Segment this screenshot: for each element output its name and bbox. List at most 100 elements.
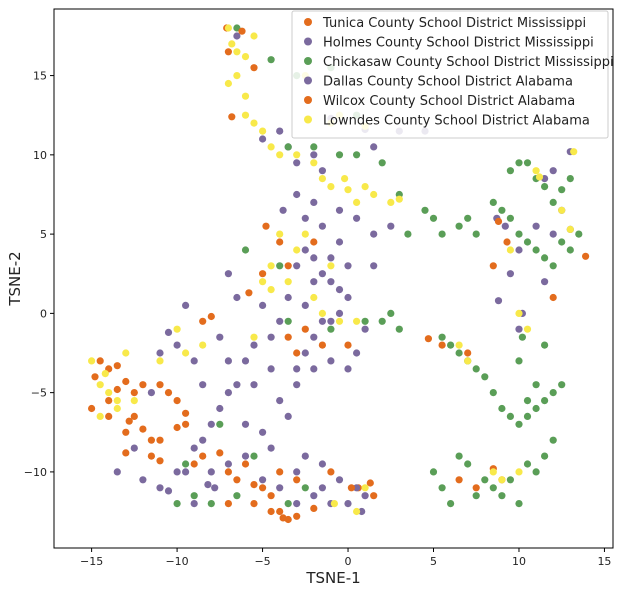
scatter-point-s2-31 <box>541 183 549 191</box>
scatter-point-s0-40 <box>455 476 463 484</box>
scatter-point-s3-13 <box>224 460 232 468</box>
scatter-point-s5-17 <box>344 186 352 194</box>
scatter-point-s5-8 <box>241 111 250 119</box>
scatter-point-s3-1 <box>173 341 181 349</box>
scatter-point-s2-27 <box>566 246 574 254</box>
scatter-point-s1-85 <box>190 500 198 508</box>
scatter-point-s4-14 <box>293 476 301 484</box>
legend-marker <box>304 115 312 124</box>
scatter-point-s5-48 <box>156 357 164 365</box>
legend-box <box>291 10 609 139</box>
scatter-point-s2-25 <box>549 262 557 270</box>
scatter-point-s0-16 <box>199 317 207 325</box>
scatter-point-s4-24 <box>344 341 352 349</box>
scatter-point-s5-52 <box>330 500 338 508</box>
scatter-point-s1-65 <box>370 230 378 238</box>
y-axis-title: TSNE-2 <box>6 251 24 306</box>
scatter-point-s5-38 <box>88 357 96 365</box>
scatter-point-s5-42 <box>101 370 109 378</box>
scatter-point-s1-27 <box>250 341 258 349</box>
scatter-point-s1-70 <box>532 222 540 230</box>
scatter-point-s5-32 <box>284 278 292 286</box>
scatter-point-s2-79 <box>182 460 190 468</box>
scatter-point-s5-50 <box>199 341 207 349</box>
scatter-point-s4-15 <box>267 507 275 516</box>
scatter-point-s5-60 <box>532 167 540 175</box>
scatter-point-s2-58 <box>549 436 557 444</box>
scatter-point-s3-14 <box>207 468 215 476</box>
scatter-point-s0-28 <box>293 349 301 357</box>
scatter-point-s2-28 <box>575 230 583 238</box>
scatter-point-s3-15 <box>293 468 301 476</box>
scatter-point-s2-59 <box>523 460 532 468</box>
scatter-point-s5-19 <box>370 190 378 199</box>
scatter-point-s3-2 <box>190 357 198 365</box>
scatter-point-s5-59 <box>515 468 523 476</box>
scatter-point-s1-26 <box>259 301 267 309</box>
scatter-point-s2-43 <box>489 389 497 397</box>
scatter-point-s4-5 <box>122 428 130 436</box>
scatter-point-s1-47 <box>318 484 326 492</box>
scatter-point-s1-83 <box>113 468 121 476</box>
scatter-point-s5-66 <box>515 309 523 317</box>
scatter-point-s1-87 <box>211 484 219 492</box>
scatter-point-s0-27 <box>310 504 318 512</box>
scatter-point-s2-78 <box>173 500 181 508</box>
scatter-point-s2-11 <box>404 230 412 238</box>
scatter-point-s1-39 <box>147 389 155 397</box>
scatter-point-s1-61 <box>293 190 301 199</box>
scatter-point-s2-69 <box>481 476 489 484</box>
scatter-point-s1-0 <box>233 32 241 40</box>
scatter-point-s2-81 <box>395 325 403 333</box>
scatter-point-s5-31 <box>267 286 275 294</box>
scatter-point-s5-20 <box>387 198 395 206</box>
scatter-point-s0-44 <box>438 341 446 349</box>
scatter-point-s2-39 <box>455 349 463 357</box>
scatter-point-s1-23 <box>293 365 301 373</box>
scatter-point-s1-63 <box>335 206 344 214</box>
y-tick-label: −5 <box>31 387 47 400</box>
scatter-point-s1-31 <box>216 404 224 413</box>
legend-label: Wilcox County School District Alabama <box>323 94 575 109</box>
scatter-point-s1-82 <box>130 444 138 452</box>
scatter-point-s5-44 <box>96 412 104 420</box>
scatter-point-s5-57 <box>489 468 497 476</box>
scatter-point-s0-22 <box>259 484 267 492</box>
scatter-point-s0-20 <box>241 460 250 468</box>
scatter-point-s2-70 <box>498 492 506 500</box>
scatter-point-s2-60 <box>532 468 540 476</box>
scatter-point-s4-29 <box>549 293 557 302</box>
y-tick-label: 15 <box>33 70 47 83</box>
scatter-point-s5-62 <box>558 206 566 214</box>
scatter-point-s3-24 <box>318 222 326 230</box>
scatter-point-s1-68 <box>501 222 509 230</box>
scatter-point-s2-17 <box>472 230 480 238</box>
scatter-point-s4-2 <box>113 362 121 370</box>
scatter-point-s5-15 <box>318 175 326 183</box>
scatter-point-s2-6 <box>310 143 318 151</box>
scatter-point-s4-19 <box>310 238 318 246</box>
scatter-point-s3-3 <box>199 381 207 389</box>
scatter-point-s0-19 <box>224 500 232 508</box>
scatter-point-s1-2 <box>276 127 284 135</box>
scatter-point-s0-39 <box>582 252 590 260</box>
scatter-point-s1-74 <box>506 270 514 278</box>
scatter-point-s5-5 <box>233 72 241 80</box>
scatter-point-s1-34 <box>190 444 198 452</box>
scatter-point-s1-71 <box>549 230 557 238</box>
scatter-point-s0-10 <box>147 436 155 444</box>
scatter-point-s0-41 <box>472 484 480 492</box>
scatter-point-s2-9 <box>378 159 386 167</box>
scatter-point-s1-43 <box>259 476 267 484</box>
scatter-point-s1-53 <box>327 357 335 365</box>
scatter-point-s3-8 <box>276 397 284 405</box>
scatter-point-s1-62 <box>310 198 318 206</box>
scatter-point-s3-10 <box>241 420 250 428</box>
scatter-point-s5-30 <box>259 278 267 286</box>
scatter-point-s2-32 <box>549 198 557 206</box>
x-tick-label: 15 <box>597 555 611 568</box>
scatter-point-s5-41 <box>113 397 121 405</box>
scatter-point-s4-25 <box>370 492 378 500</box>
scatter-point-s1-5 <box>310 151 318 159</box>
scatter-point-s3-17 <box>318 460 326 468</box>
